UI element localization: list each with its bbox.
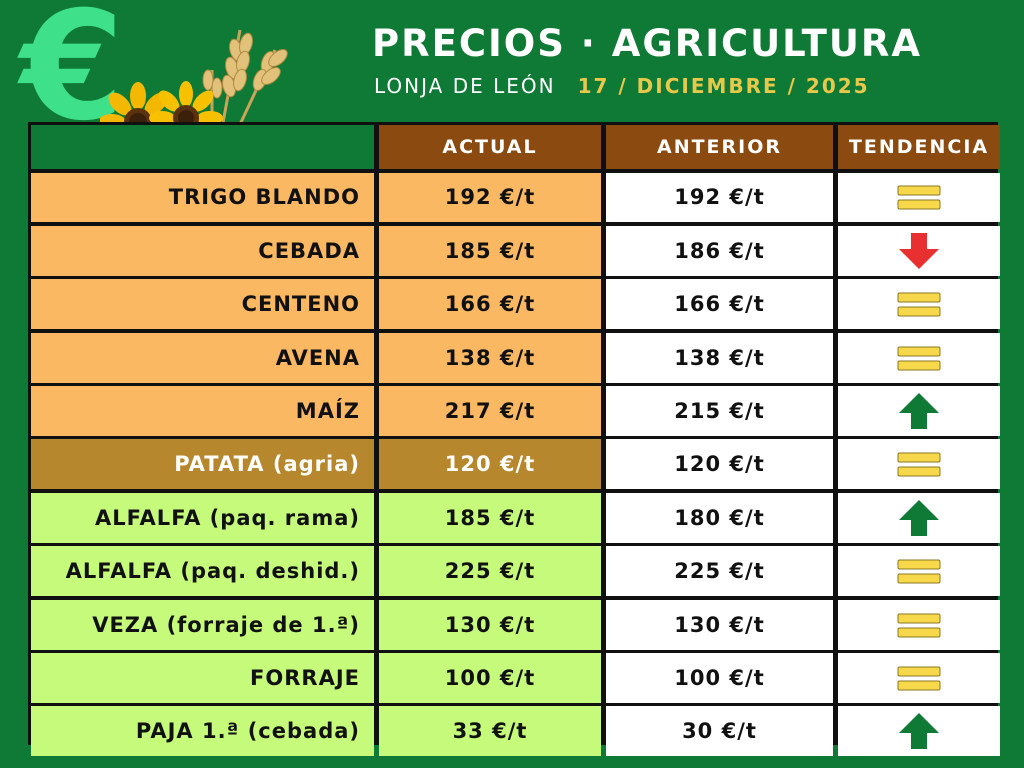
price-anterior: 225 €/t: [606, 546, 833, 597]
product-name: AVENA: [31, 332, 374, 383]
arrow-up-icon: [899, 713, 939, 750]
header: €: [0, 0, 1024, 162]
price-anterior: 120 €/t: [606, 439, 833, 490]
product-name: ALFALFA (paq. deshid.): [31, 546, 374, 597]
price-anterior: 100 €/t: [606, 653, 833, 703]
price-actual: 192 €/t: [379, 172, 601, 223]
product-name: TRIGO BLANDO: [31, 172, 374, 223]
product-name: PAJA 1.ª (cebada): [31, 706, 374, 757]
price-actual: 225 €/t: [379, 546, 601, 597]
page-title: PRECIOS · AGRICULTURA: [372, 22, 923, 65]
arrow-up-icon: [899, 393, 939, 429]
trend-cell: [838, 439, 1000, 490]
price-anterior: 138 €/t: [606, 332, 833, 383]
trend-cell: [838, 279, 1000, 330]
subtitle: LONJA DE LEÓN 17 / DICIEMBRE / 2025: [374, 74, 870, 98]
price-actual: 185 €/t: [379, 492, 601, 543]
product-name: CEBADA: [31, 225, 374, 276]
price-actual: 33 €/t: [379, 706, 601, 757]
price-anterior: 192 €/t: [606, 172, 833, 223]
price-anterior: 180 €/t: [606, 492, 833, 543]
price-actual: 130 €/t: [379, 599, 601, 650]
column-header-actual: ACTUAL: [379, 125, 601, 169]
trend-cell: [838, 546, 1000, 597]
product-name: FORRAJE: [31, 653, 374, 703]
product-name: CENTENO: [31, 279, 374, 330]
product-name: VEZA (forraje de 1.ª): [31, 599, 374, 650]
column-header-tendencia: TENDENCIA: [838, 125, 1000, 169]
price-actual: 185 €/t: [379, 225, 601, 276]
equal-icon: [897, 292, 941, 317]
product-name: PATATA (agria): [31, 439, 374, 490]
equal-icon: [897, 452, 941, 477]
equal-icon: [897, 613, 941, 638]
price-anterior: 215 €/t: [606, 386, 833, 436]
price-anterior: 166 €/t: [606, 279, 833, 330]
trend-cell: [838, 225, 1000, 276]
price-anterior: 130 €/t: [606, 599, 833, 650]
trend-cell: [838, 386, 1000, 436]
price-actual: 120 €/t: [379, 439, 601, 490]
equal-icon: [897, 666, 941, 691]
product-name: ALFALFA (paq. rama): [31, 492, 374, 543]
report-date: 17 / DICIEMBRE / 2025: [577, 74, 870, 98]
arrow-up-icon: [899, 499, 939, 536]
product-name: MAÍZ: [31, 386, 374, 436]
price-actual: 138 €/t: [379, 332, 601, 383]
equal-icon: [897, 559, 941, 584]
trend-cell: [838, 653, 1000, 703]
header-corner: [31, 125, 374, 169]
price-actual: 166 €/t: [379, 279, 601, 330]
trend-cell: [838, 172, 1000, 223]
price-actual: 100 €/t: [379, 653, 601, 703]
arrow-down-icon: [899, 232, 939, 269]
price-table: ACTUAL ANTERIOR TENDENCIA TRIGO BLANDO 19…: [28, 122, 1000, 757]
trend-cell: [838, 332, 1000, 383]
market-name: LONJA DE LEÓN: [374, 74, 556, 98]
trend-cell: [838, 492, 1000, 543]
trend-cell: [838, 706, 1000, 757]
price-actual: 217 €/t: [379, 386, 601, 436]
price-anterior: 30 €/t: [606, 706, 833, 757]
equal-icon: [897, 185, 941, 210]
column-header-anterior: ANTERIOR: [606, 125, 833, 169]
equal-icon: [897, 346, 941, 371]
price-anterior: 186 €/t: [606, 225, 833, 276]
trend-cell: [838, 599, 1000, 650]
